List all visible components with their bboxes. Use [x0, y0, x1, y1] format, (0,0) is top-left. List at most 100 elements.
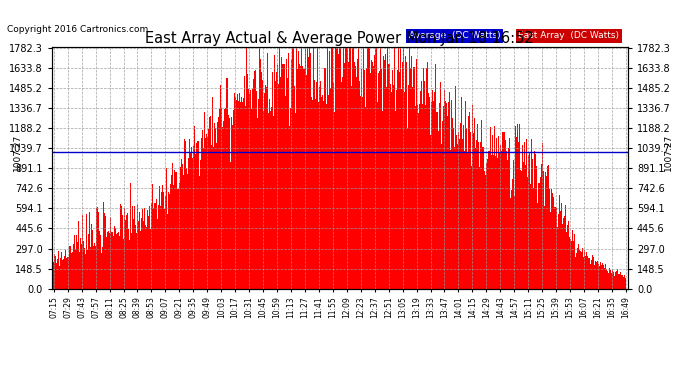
Bar	[485, 175, 486, 289]
Bar	[618, 274, 619, 289]
Bar	[214, 123, 215, 289]
Bar	[587, 256, 588, 289]
Bar	[239, 171, 241, 289]
Bar	[607, 271, 609, 289]
Bar	[597, 261, 598, 289]
Bar	[67, 257, 68, 289]
Bar	[291, 59, 292, 289]
Bar	[211, 145, 212, 289]
Bar	[583, 256, 584, 289]
Bar	[584, 250, 585, 289]
Bar	[310, 53, 311, 289]
Bar	[289, 126, 290, 289]
Bar	[97, 207, 98, 289]
Bar	[205, 138, 206, 289]
Bar	[281, 57, 282, 289]
Bar	[181, 159, 182, 289]
Bar	[402, 62, 403, 289]
Bar	[518, 142, 520, 289]
Bar	[162, 184, 163, 289]
Bar	[328, 95, 329, 289]
Bar	[150, 203, 152, 289]
Bar	[298, 51, 299, 289]
Bar	[624, 275, 625, 289]
Bar	[489, 152, 490, 289]
Bar	[161, 192, 162, 289]
Bar	[364, 107, 366, 289]
Bar	[282, 77, 283, 289]
Bar	[508, 148, 509, 289]
Bar	[355, 66, 356, 289]
Bar	[184, 139, 185, 289]
Bar	[232, 125, 233, 289]
Bar	[542, 142, 543, 289]
Bar	[550, 212, 551, 289]
Bar	[166, 168, 167, 289]
Bar	[528, 155, 529, 289]
Bar	[396, 90, 397, 289]
Bar	[582, 248, 584, 289]
Bar	[322, 95, 323, 289]
Bar	[394, 48, 395, 289]
Bar	[271, 107, 272, 289]
Bar	[366, 64, 368, 289]
Bar	[209, 117, 210, 289]
Bar	[317, 48, 318, 289]
Bar	[304, 81, 306, 289]
Bar	[426, 62, 428, 289]
Bar	[193, 146, 194, 289]
Bar	[506, 151, 507, 289]
Bar	[405, 56, 406, 289]
Bar	[442, 121, 443, 289]
Text: 1007.27: 1007.27	[664, 134, 673, 171]
Bar	[546, 176, 547, 289]
Bar	[71, 253, 72, 289]
Bar	[105, 216, 106, 289]
Bar	[371, 60, 373, 289]
Bar	[359, 81, 360, 289]
Bar	[143, 220, 144, 289]
Bar	[326, 104, 328, 289]
Bar	[217, 135, 219, 289]
Bar	[108, 232, 110, 289]
Bar	[296, 48, 297, 289]
Bar	[302, 70, 304, 289]
Bar	[315, 99, 316, 289]
Bar	[155, 223, 157, 289]
Bar	[335, 48, 336, 289]
Bar	[276, 72, 277, 289]
Bar	[590, 264, 591, 289]
Bar	[65, 250, 66, 289]
Bar	[469, 112, 470, 289]
Bar	[417, 105, 418, 289]
Bar	[231, 117, 232, 289]
Bar	[268, 113, 269, 289]
Bar	[600, 266, 602, 289]
Bar	[395, 111, 396, 289]
Bar	[99, 231, 100, 289]
Bar	[611, 273, 612, 289]
Bar	[63, 256, 65, 289]
Bar	[252, 89, 253, 289]
Bar	[138, 221, 139, 289]
Text: Average  (DC Watts): Average (DC Watts)	[409, 32, 500, 40]
Bar	[139, 212, 140, 289]
Bar	[147, 210, 148, 289]
Bar	[245, 106, 246, 289]
Bar	[195, 147, 197, 289]
Bar	[250, 90, 251, 289]
Bar	[409, 68, 411, 289]
Bar	[225, 108, 226, 289]
Bar	[379, 71, 380, 289]
Bar	[436, 112, 437, 289]
Bar	[490, 127, 491, 289]
Bar	[368, 63, 369, 289]
Bar	[498, 136, 500, 289]
Bar	[72, 252, 73, 289]
Bar	[307, 48, 308, 289]
Bar	[70, 251, 72, 289]
Bar	[460, 123, 461, 289]
Bar	[140, 231, 141, 289]
Bar	[421, 81, 422, 289]
Bar	[362, 97, 363, 289]
